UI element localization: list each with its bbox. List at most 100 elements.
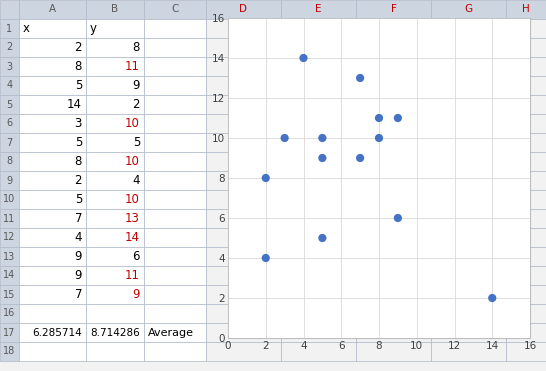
- Bar: [228, 18, 530, 338]
- Bar: [144, 190, 206, 209]
- Text: 3: 3: [7, 62, 13, 72]
- Bar: [144, 285, 206, 304]
- Text: 13: 13: [3, 252, 16, 262]
- Bar: [506, 133, 546, 152]
- Bar: [86, 95, 144, 114]
- Bar: [19, 76, 86, 95]
- Bar: [0, 0, 19, 19]
- Bar: [206, 228, 281, 247]
- Bar: [206, 323, 281, 342]
- Bar: [356, 285, 431, 304]
- Text: 5: 5: [75, 136, 82, 149]
- Bar: [86, 0, 144, 19]
- Bar: [206, 342, 281, 361]
- Text: Average: Average: [148, 328, 194, 338]
- Bar: [356, 57, 431, 76]
- Bar: [281, 323, 356, 342]
- Bar: [206, 304, 281, 323]
- Bar: [281, 266, 356, 285]
- Bar: [144, 266, 206, 285]
- Bar: [0, 171, 19, 190]
- Bar: [86, 228, 144, 247]
- Bar: [431, 19, 506, 38]
- Bar: [206, 190, 281, 209]
- Bar: [206, 285, 281, 304]
- Bar: [356, 0, 431, 19]
- Bar: [86, 304, 144, 323]
- Text: x: x: [23, 22, 30, 35]
- Bar: [506, 19, 546, 38]
- Bar: [86, 38, 144, 57]
- Text: 2: 2: [74, 174, 82, 187]
- Bar: [86, 171, 144, 190]
- Bar: [144, 209, 206, 228]
- Text: 4: 4: [74, 231, 82, 244]
- Text: 6: 6: [133, 250, 140, 263]
- Bar: [206, 19, 281, 38]
- Bar: [19, 247, 86, 266]
- Text: 7: 7: [7, 138, 13, 148]
- Text: 2: 2: [74, 41, 82, 54]
- Bar: [506, 152, 546, 171]
- Bar: [0, 228, 19, 247]
- Bar: [356, 323, 431, 342]
- Bar: [356, 247, 431, 266]
- Bar: [144, 247, 206, 266]
- Bar: [431, 228, 506, 247]
- Bar: [431, 209, 506, 228]
- Text: 16: 16: [3, 309, 16, 318]
- Text: 18: 18: [3, 347, 16, 357]
- Bar: [144, 0, 206, 19]
- Bar: [86, 76, 144, 95]
- Bar: [356, 76, 431, 95]
- Point: [375, 115, 383, 121]
- Bar: [0, 209, 19, 228]
- Bar: [281, 209, 356, 228]
- Point: [262, 255, 270, 261]
- Bar: [506, 266, 546, 285]
- Bar: [281, 0, 356, 19]
- Text: E: E: [315, 4, 322, 14]
- Text: 10: 10: [125, 155, 140, 168]
- Text: H: H: [522, 4, 530, 14]
- Bar: [206, 76, 281, 95]
- Text: 10: 10: [125, 193, 140, 206]
- Bar: [144, 323, 206, 342]
- Point: [356, 155, 365, 161]
- Bar: [431, 133, 506, 152]
- Text: 4: 4: [7, 81, 13, 91]
- Bar: [356, 304, 431, 323]
- Bar: [19, 95, 86, 114]
- Bar: [19, 228, 86, 247]
- Bar: [356, 209, 431, 228]
- Bar: [281, 152, 356, 171]
- Bar: [431, 342, 506, 361]
- Bar: [19, 19, 86, 38]
- Bar: [19, 57, 86, 76]
- Bar: [206, 57, 281, 76]
- Text: 12: 12: [3, 233, 16, 243]
- Bar: [86, 190, 144, 209]
- Bar: [0, 342, 19, 361]
- Bar: [506, 114, 546, 133]
- Text: 9: 9: [74, 250, 82, 263]
- Bar: [506, 190, 546, 209]
- Bar: [431, 323, 506, 342]
- Bar: [281, 190, 356, 209]
- Text: 9: 9: [7, 175, 13, 186]
- Bar: [86, 57, 144, 76]
- Bar: [144, 76, 206, 95]
- Bar: [506, 171, 546, 190]
- Bar: [356, 95, 431, 114]
- Bar: [144, 114, 206, 133]
- Bar: [144, 57, 206, 76]
- Bar: [281, 38, 356, 57]
- Bar: [431, 0, 506, 19]
- Bar: [506, 95, 546, 114]
- Text: F: F: [390, 4, 396, 14]
- Text: 2: 2: [133, 98, 140, 111]
- Bar: [144, 95, 206, 114]
- Bar: [19, 114, 86, 133]
- Bar: [19, 190, 86, 209]
- Bar: [506, 38, 546, 57]
